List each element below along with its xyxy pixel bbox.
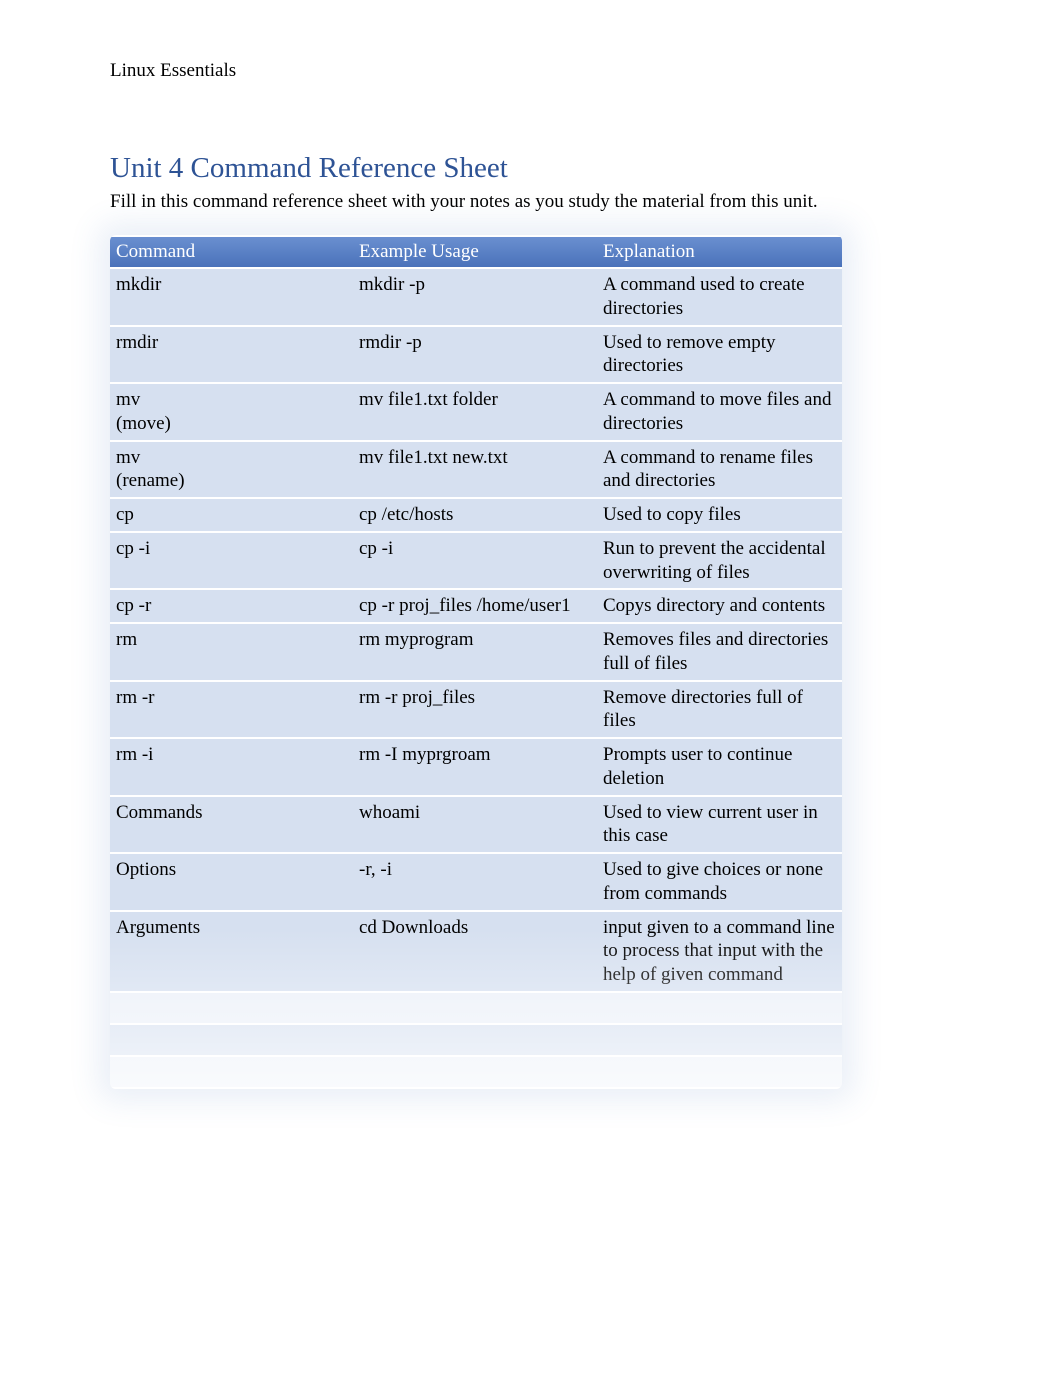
table-row: mkdirmkdir -pA command used to create di…: [110, 269, 842, 325]
table-row: cpcp /etc/hostsUsed to copy files: [110, 499, 842, 531]
cell-explanation: Run to prevent the accidental overwritin…: [597, 533, 842, 589]
table-row: Options-r, -iUsed to give choices or non…: [110, 854, 842, 910]
cell-command: rm: [110, 624, 353, 680]
cell-example: mv file1.txt folder: [353, 384, 597, 440]
col-header-example: Example Usage: [353, 237, 597, 267]
document-header: Linux Essentials: [110, 60, 952, 82]
cell-explanation: Used to give choices or none from comman…: [597, 854, 842, 910]
command-table-container: Command Example Usage Explanation mkdirm…: [110, 235, 842, 1089]
table-row: cp -rcp -r proj_files /home/user1Copys d…: [110, 590, 842, 622]
col-header-command: Command: [110, 237, 353, 267]
cell-command: Arguments: [110, 912, 353, 991]
table-row: mv(rename)mv file1.txt new.txtA command …: [110, 442, 842, 498]
table-row: Argumentscd Downloadsinput given to a co…: [110, 912, 842, 991]
cell-example: rm -I myprgroam: [353, 739, 597, 795]
cell-example: cd Downloads: [353, 912, 597, 991]
doc-label: Linux Essentials: [110, 60, 952, 82]
cell-explanation: A command to move files and directories: [597, 384, 842, 440]
table-row: rmrm myprogramRemoves files and director…: [110, 624, 842, 680]
table-row: [110, 1057, 842, 1087]
cell-command: cp: [110, 499, 353, 531]
cell-explanation: input given to a command line to process…: [597, 912, 842, 991]
table-row: [110, 1025, 842, 1055]
table-row: CommandswhoamiUsed to view current user …: [110, 797, 842, 853]
cell-command: cp -r: [110, 590, 353, 622]
table-row: [110, 993, 842, 1023]
cell-command: rm -i: [110, 739, 353, 795]
cell-explanation: [597, 1057, 842, 1087]
cell-command: [110, 1057, 353, 1087]
cell-example: cp /etc/hosts: [353, 499, 597, 531]
cell-example: [353, 1057, 597, 1087]
cell-example: rm myprogram: [353, 624, 597, 680]
cell-explanation: [597, 1025, 842, 1055]
page-title: Unit 4 Command Reference Sheet: [110, 152, 952, 185]
cell-example: mkdir -p: [353, 269, 597, 325]
table-body: mkdirmkdir -pA command used to create di…: [110, 269, 842, 1087]
table-row: cp -icp -iRun to prevent the accidental …: [110, 533, 842, 589]
table-row: rmdirrmdir -pUsed to remove empty direct…: [110, 327, 842, 383]
cell-example: -r, -i: [353, 854, 597, 910]
command-table: Command Example Usage Explanation mkdirm…: [110, 235, 842, 1089]
cell-example: rmdir -p: [353, 327, 597, 383]
cell-explanation: Used to copy files: [597, 499, 842, 531]
cell-explanation: Remove directories full of files: [597, 682, 842, 738]
table-row: rm -rrm -r proj_filesRemove directories …: [110, 682, 842, 738]
cell-command: cp -i: [110, 533, 353, 589]
page-subtitle: Fill in this command reference sheet wit…: [110, 191, 952, 213]
cell-example: [353, 993, 597, 1023]
table-row: rm -irm -I myprgroamPrompts user to cont…: [110, 739, 842, 795]
cell-explanation: A command used to create directories: [597, 269, 842, 325]
cell-command: Commands: [110, 797, 353, 853]
cell-example: mv file1.txt new.txt: [353, 442, 597, 498]
cell-explanation: Used to remove empty directories: [597, 327, 842, 383]
cell-example: whoami: [353, 797, 597, 853]
cell-example: rm -r proj_files: [353, 682, 597, 738]
cell-explanation: Prompts user to continue deletion: [597, 739, 842, 795]
cell-command: Options: [110, 854, 353, 910]
cell-explanation: Used to view current user in this case: [597, 797, 842, 853]
cell-example: [353, 1025, 597, 1055]
cell-command: mv(rename): [110, 442, 353, 498]
cell-example: cp -r proj_files /home/user1: [353, 590, 597, 622]
table-row: mv(move)mv file1.txt folderA command to …: [110, 384, 842, 440]
cell-command: rmdir: [110, 327, 353, 383]
cell-explanation: Removes files and directories full of fi…: [597, 624, 842, 680]
cell-command: [110, 1025, 353, 1055]
cell-command: rm -r: [110, 682, 353, 738]
table-header-row: Command Example Usage Explanation: [110, 237, 842, 267]
col-header-explanation: Explanation: [597, 237, 842, 267]
cell-explanation: [597, 993, 842, 1023]
cell-command: [110, 993, 353, 1023]
cell-explanation: A command to rename files and directorie…: [597, 442, 842, 498]
cell-command: mkdir: [110, 269, 353, 325]
cell-explanation: Copys directory and contents: [597, 590, 842, 622]
cell-example: cp -i: [353, 533, 597, 589]
cell-command: mv(move): [110, 384, 353, 440]
